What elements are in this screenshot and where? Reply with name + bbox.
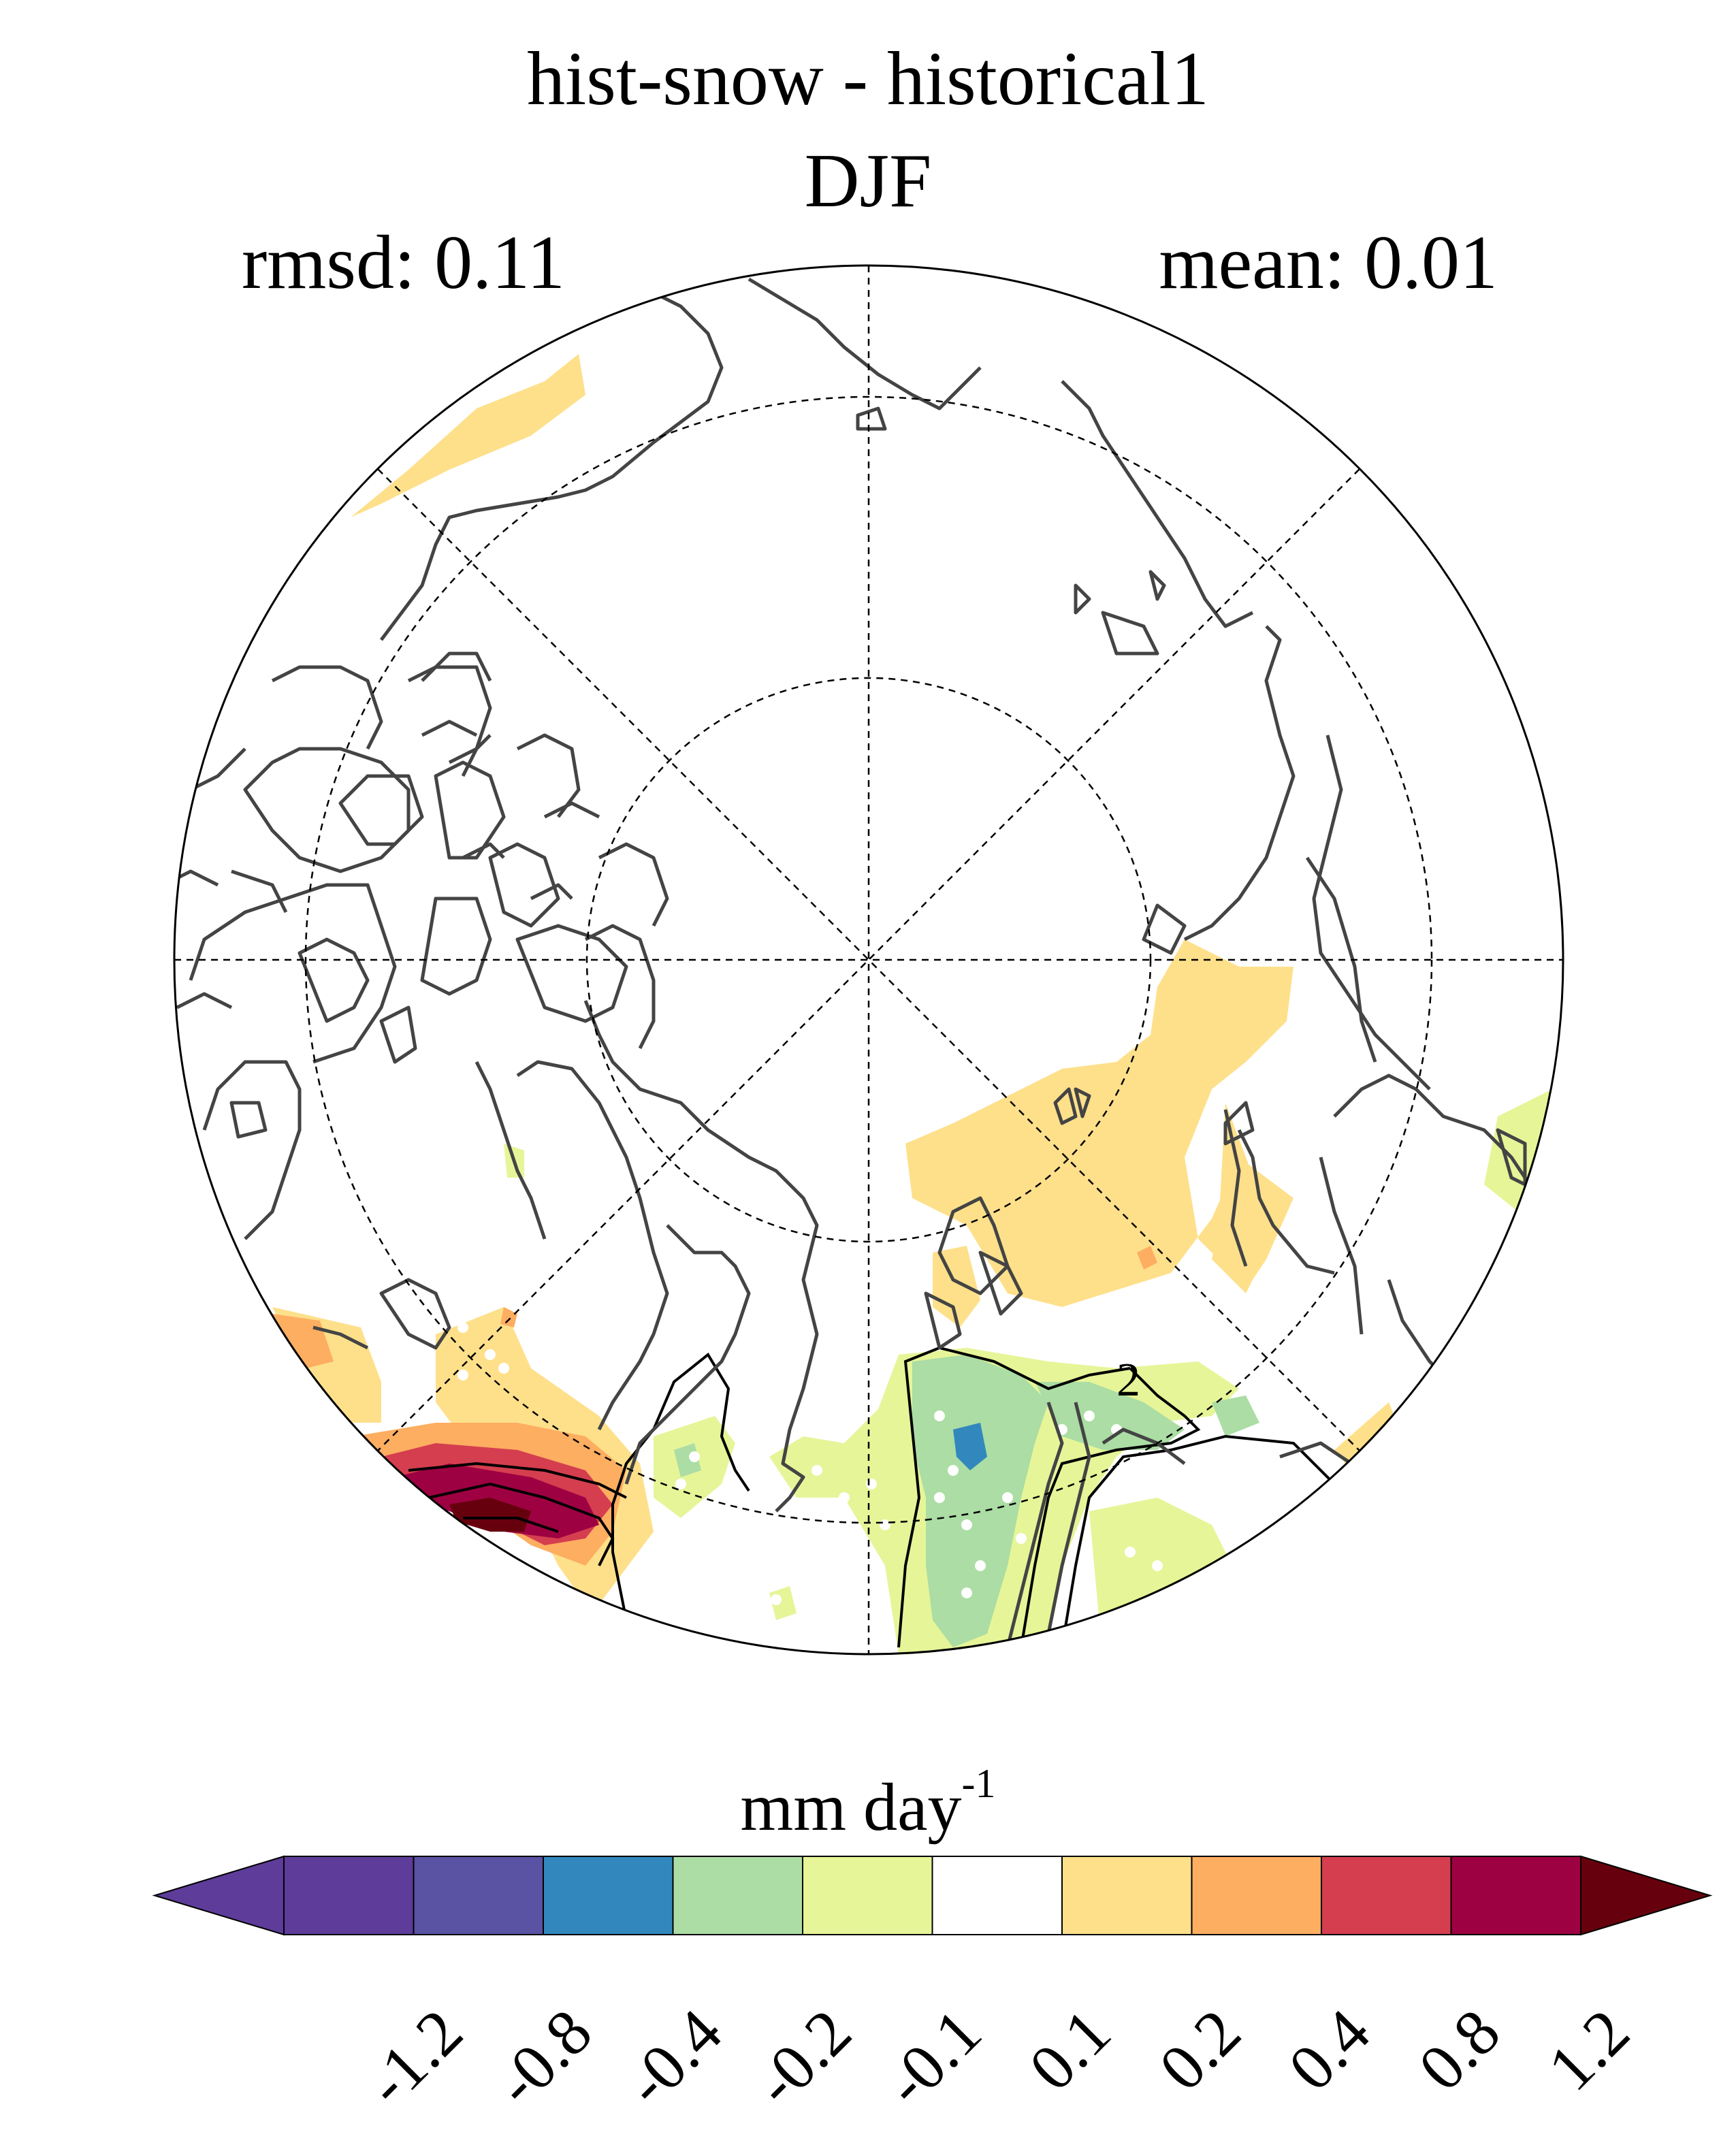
- colorbar-box: [283, 1856, 415, 1935]
- colorbar-tick-label: 0.1: [1014, 1995, 1125, 2105]
- colorbar-under-triangle: [152, 1855, 285, 1936]
- anomaly-region-positive: [351, 354, 585, 517]
- anomaly-region-negative: [1035, 1382, 1185, 1450]
- graticule: [174, 265, 1563, 1654]
- colorbar-tick-label: -0.1: [869, 1995, 995, 2120]
- significance-stippling: [457, 1268, 1204, 1605]
- colorbar-box: [1321, 1856, 1452, 1935]
- anomaly-region-extreme: [449, 1498, 531, 1532]
- colorbar-tick-label: -0.4: [610, 1995, 735, 2120]
- contour-label: 2: [1116, 1354, 1140, 1406]
- colorbar-box: [802, 1856, 933, 1935]
- anomaly-region-negative-weak: [1089, 1498, 1239, 1654]
- season-label: DJF: [804, 139, 932, 223]
- colorbar-tick-label: -0.8: [481, 1995, 606, 2120]
- colorbar-unit-label: mm day-1: [0, 1763, 1736, 1841]
- colorbar-box: [1450, 1856, 1581, 1935]
- map-boundary: [173, 264, 1564, 1656]
- colorbar-tick-label: 0.2: [1144, 1995, 1254, 2105]
- colorbar-tick-label: -1.2: [351, 1995, 476, 2120]
- colorbar-box: [672, 1856, 803, 1935]
- colorbar-box: [1191, 1856, 1322, 1935]
- anomaly-region-negative: [1212, 1395, 1259, 1436]
- colorbar-box: [1061, 1856, 1193, 1935]
- colorbar-tick-label: 0.4: [1274, 1995, 1384, 2105]
- polar-map: 2: [173, 264, 1564, 1656]
- precip-contours: [408, 1346, 1349, 1648]
- plot-title: hist-snow - historical1: [527, 37, 1209, 121]
- mean-label: mean: 0.01: [1159, 221, 1498, 305]
- anomaly-region-negative: [912, 1355, 1048, 1647]
- colorbar-tick-label: 0.8: [1404, 1995, 1513, 2105]
- unit-text: mm day: [740, 1769, 962, 1845]
- anomaly-region-positive: [905, 939, 1293, 1307]
- colorbar-tick-label: 1.2: [1533, 1995, 1643, 2105]
- colorbar-box: [931, 1856, 1063, 1935]
- contour-value-text: 2: [1116, 1354, 1140, 1406]
- rmsd-label: rmsd: 0.11: [242, 221, 565, 305]
- unit-exponent: -1: [961, 1761, 996, 1806]
- anomaly-region-positive-high: [500, 1307, 517, 1327]
- anomaly-region-negative-strong: [953, 1423, 987, 1470]
- coastlines: [174, 277, 1554, 1648]
- colorbar-over-triangle: [1580, 1855, 1713, 1936]
- colorbar-tick-label: -0.2: [740, 1995, 865, 2120]
- colorbar-box: [543, 1856, 674, 1935]
- colorbar-box: [413, 1856, 544, 1935]
- anomaly-region-positive-high: [1137, 1246, 1157, 1270]
